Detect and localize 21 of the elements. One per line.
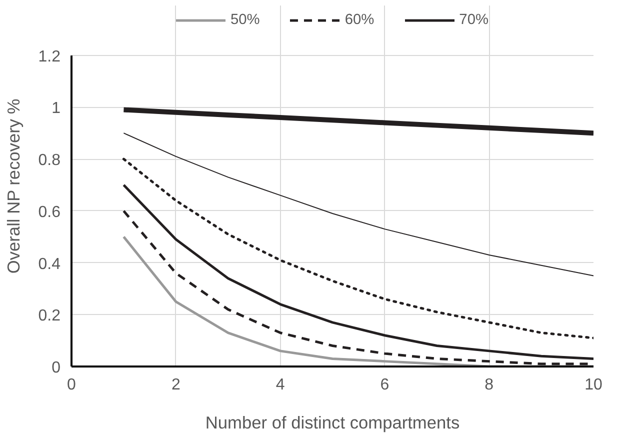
line-series [123,132,594,276]
x-tick-label: 10 [584,376,602,394]
y-tick-label: 1 [52,100,61,118]
x-tick-label: 0 [67,376,76,394]
line-series [122,158,594,340]
y-tick-label: 0.4 [38,256,61,273]
line-series [122,184,594,360]
y-tick-label: 0.2 [38,308,61,325]
y-tick-label: 0.8 [38,152,61,170]
y-axis-title: Overall NP recovery % [3,98,24,274]
legend-label: 50% [230,12,260,28]
x-axis-title: Number of distinct compartments [205,412,460,432]
legend-label: 70% [459,12,489,28]
x-tick-label: 4 [276,376,285,394]
y-tick-label: 0.6 [38,204,61,221]
y-tick-label: 0 [52,360,61,376]
y-tick-label: 1.2 [38,48,61,66]
x-tick-label: 2 [171,376,180,394]
x-tick-label: 8 [484,376,494,394]
x-tick-label: 6 [380,376,390,394]
legend-label: 60% [344,12,374,28]
